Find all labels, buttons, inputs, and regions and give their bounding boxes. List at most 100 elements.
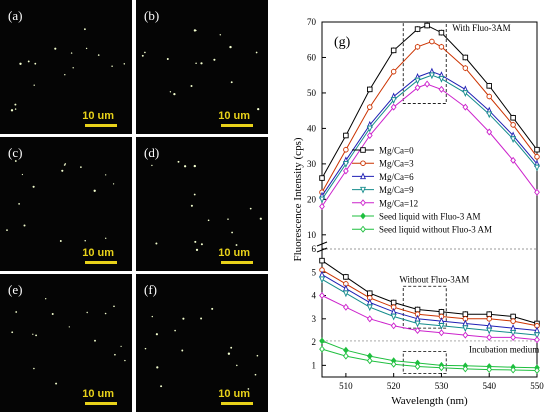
fluorescent-speck [211,307,214,310]
data-point [438,364,445,372]
series-1 [319,38,540,329]
fluorescent-speck [227,352,231,355]
data-point [438,75,445,83]
series-4 [319,80,540,344]
fluorescent-speck [23,224,26,227]
fluorescent-speck [257,107,260,111]
data-point [462,54,469,61]
fluorescent-speck [104,312,107,315]
data-point [414,306,421,313]
fluorescent-speck [174,329,176,332]
data-point [438,85,445,93]
fluorescent-speck [15,311,18,313]
legend-label: Mg/Ca=9 [379,185,414,195]
y-tick-label: 4 [312,291,317,301]
data-point [343,132,349,139]
data-point [438,309,445,315]
fluorescent-speck [141,54,144,57]
x-tick-label: 550 [530,381,544,391]
data-point [438,44,445,50]
fluorescent-speck [193,164,196,168]
data-point [486,111,493,119]
data-point [342,161,349,168]
series-line [321,348,538,371]
data-point [342,290,349,298]
y-tick-label: 70 [307,17,317,27]
micrograph-panel-a: (a) 10 um [0,0,132,134]
data-point [390,322,397,330]
data-point [462,65,469,71]
data-point [462,331,469,339]
scalebar [221,402,253,405]
fluorescent-speck [70,52,73,54]
x-tick-label: 530 [435,381,449,391]
data-point [390,299,397,306]
fluorescent-speck [195,248,199,252]
fluorescent-speck [32,185,35,188]
fluorescent-speck [194,240,197,243]
series-line [321,74,538,200]
data-point [510,122,516,128]
data-point [510,366,516,374]
data-point [390,307,397,315]
fluorescent-speck [195,62,197,65]
fluorescent-speck [156,366,159,369]
y-tick-label: 2 [312,337,317,347]
legend-swatch-marker [360,225,366,233]
axis-break-mark [316,241,328,247]
fluorescent-speck [68,326,70,328]
fluorescent-speck [111,65,113,67]
series-line [321,83,538,207]
data-point [510,136,517,144]
micrograph-panel-c: (c) 10 um [0,137,132,271]
fluorescent-speck [151,315,153,318]
series-line [321,278,538,336]
fluorescent-speck [193,29,197,32]
legend-swatch-marker [360,212,366,220]
scalebar [221,261,253,264]
fluorescent-speck [32,333,34,335]
data-point [342,284,349,292]
fluorescent-speck [219,34,222,36]
scalebar-label: 10 um [82,110,114,122]
legend-swatch-marker [360,199,366,207]
data-point [510,156,516,164]
legend-label: Mg/Ca=0 [379,146,414,156]
fluorescent-speck [59,240,62,242]
peak-highlight-box [402,21,447,104]
data-point [462,325,469,333]
data-point [438,329,445,337]
fluorescent-speck [14,108,17,110]
data-point [367,86,373,93]
x-tick-label: 540 [482,381,496,391]
fluorescent-speck [173,92,176,96]
data-point [486,128,493,136]
y-tick-label: 40 [307,123,317,133]
data-point [534,188,540,196]
scalebar-label: 10 um [82,388,114,400]
y-tick-label: 3 [312,314,317,324]
data-point [424,80,430,88]
fluorescent-speck [155,242,158,245]
data-point [486,366,493,374]
fluorescent-speck [169,91,172,93]
data-point [366,298,373,306]
scalebar [221,124,253,127]
panel-label-g: (g) [334,35,351,50]
legend-swatch-marker [360,160,366,166]
panel-label: (c) [8,145,22,160]
fluorescent-speck [97,54,100,56]
micrograph-panel-d: (d) 10 um [136,137,268,271]
fluorescent-speck [256,354,259,357]
data-point [319,292,325,300]
fluorescent-speck [230,346,233,349]
fluorescent-speck [14,160,17,162]
fluorescent-speck [54,47,57,50]
fluorescent-speck [254,373,257,376]
y-tick-label: 1 [312,360,317,370]
peak-highlight-box [402,350,447,374]
data-point [390,97,397,105]
fluorescent-speck [160,385,163,388]
fluorescent-speck [33,84,35,86]
fluorescent-speck [200,243,203,246]
